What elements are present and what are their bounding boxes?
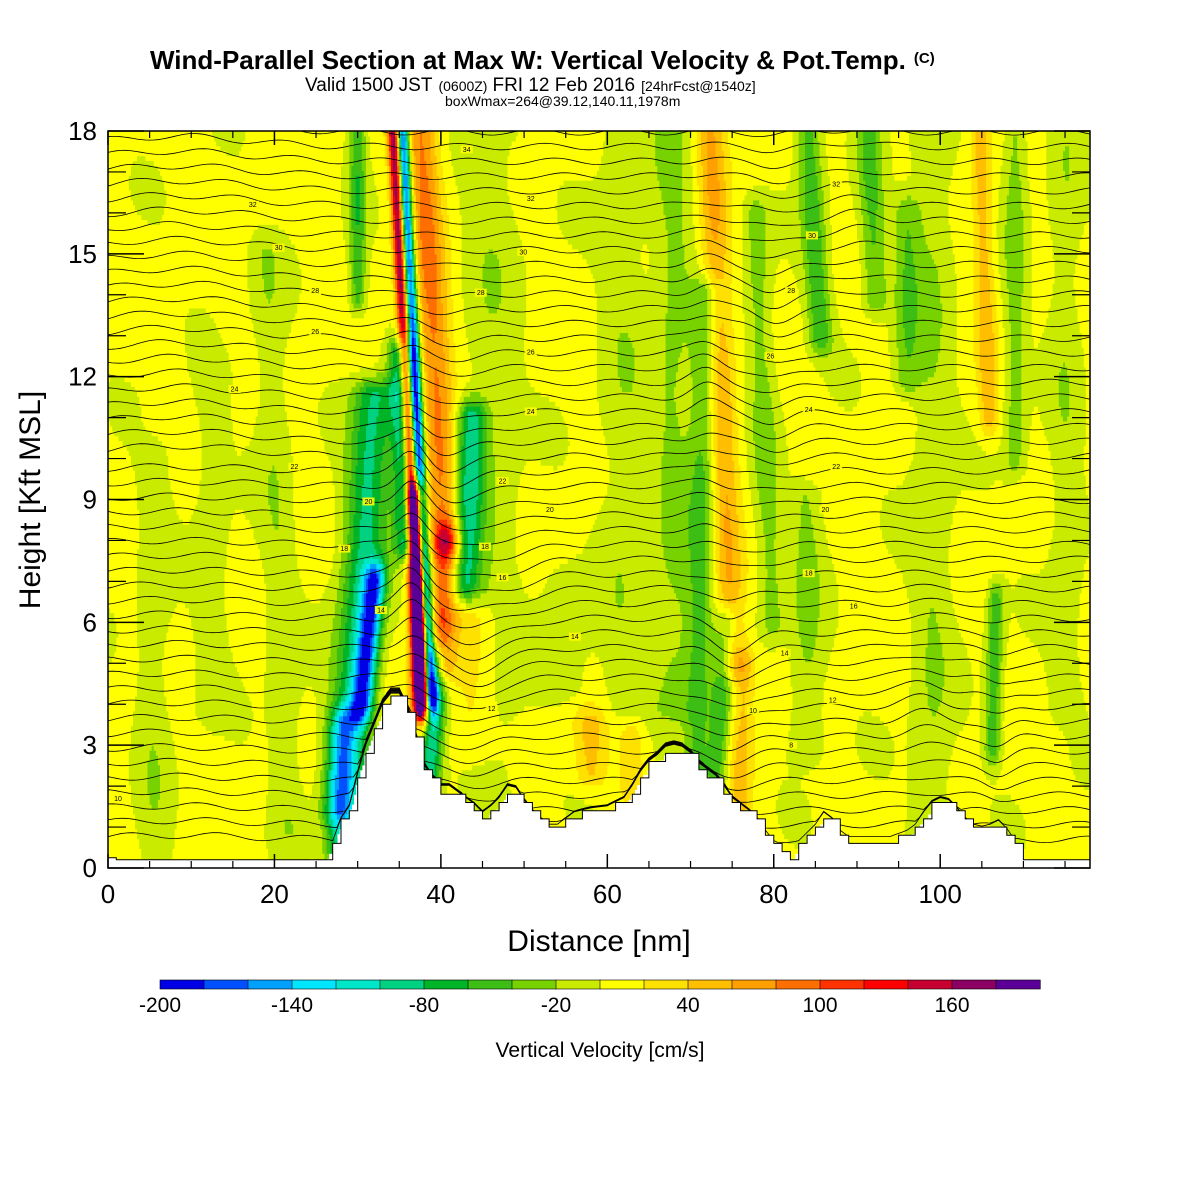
- copyright-mark: (C): [914, 50, 935, 67]
- valid-utc: (0600Z): [438, 78, 487, 94]
- title-line-1: Wind-Parallel Section at Max W: Vertical…: [150, 45, 935, 75]
- chart-title: Wind-Parallel Section at Max W: Vertical…: [150, 45, 906, 75]
- forecast-info: [24hrFcst@1540z]: [641, 78, 756, 94]
- box-wmax-info: boxWmax=264@39.12,140.11,1978m: [445, 93, 680, 109]
- plot-area: 3230282624222018141034323028262422201816…: [108, 115, 1091, 868]
- valid-time: Valid 1500 JST: [305, 75, 433, 96]
